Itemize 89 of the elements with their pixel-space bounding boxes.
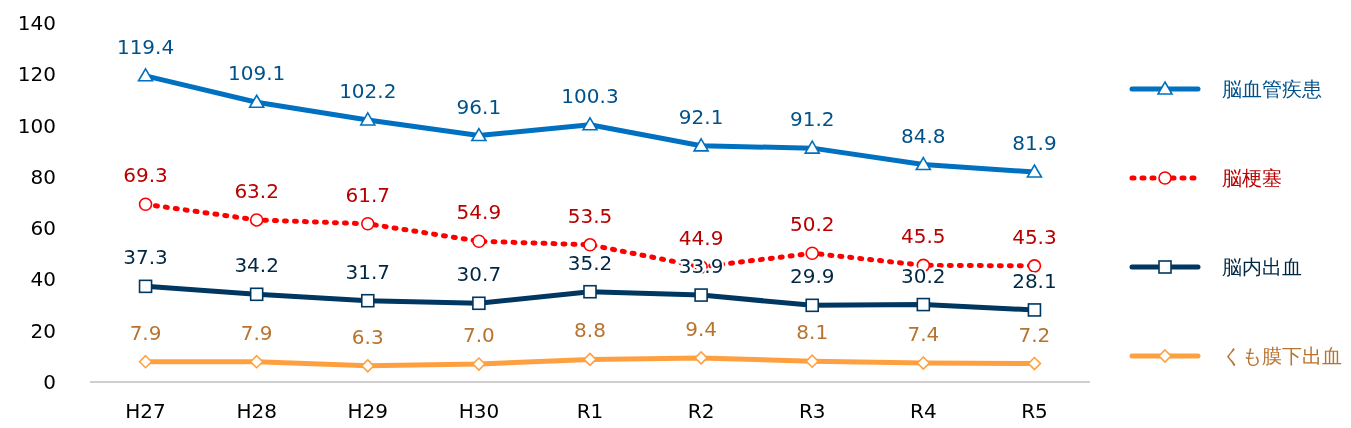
data-label: 35.2 [567,250,613,275]
data-label: 7.4 [907,322,940,347]
data-label: 84.8 [901,123,946,148]
data-label: 6.3 [351,324,384,349]
data-label: 9.4 [685,316,718,341]
data-label: 91.2 [789,107,835,132]
data-label: 100.3 [561,83,619,108]
y-tick-label: 0 [43,370,56,394]
point [916,356,931,370]
point [472,296,486,311]
point [248,94,265,109]
point [583,238,597,252]
point [804,140,821,154]
y-tick-label: 40 [30,267,56,292]
y-tick-label: 20 [30,318,56,343]
data-label: 81.9 [1012,130,1057,155]
point [249,354,264,369]
data-label: 45.3 [1012,224,1057,249]
data-label: 53.5 [567,203,613,228]
point [915,156,932,171]
data-label: 96.1 [456,94,502,119]
data-label: 61.7 [345,182,391,207]
point [360,293,375,308]
point [359,112,376,126]
data-label: 44.9 [678,225,724,250]
point [1027,356,1042,371]
y-tick-label: 140 [17,11,56,35]
point [138,354,153,369]
point [693,138,709,152]
point [472,234,486,249]
x-tick-label: R3 [798,399,826,423]
data-label: 92.1 [678,104,724,129]
data-label: 45.5 [901,224,946,249]
legend-label: くも膜下出血 [1222,344,1342,368]
data-label: 7.9 [240,320,273,345]
data-label: 69.3 [123,163,168,188]
data-label: 7.9 [129,320,162,345]
point [1026,164,1043,178]
point [249,287,264,302]
data-label: 109.1 [228,61,286,86]
x-tick-label: R4 [910,399,937,423]
x-tick-label: R5 [1021,399,1048,423]
x-tick-label: H29 [347,399,389,423]
point [138,279,153,294]
x-tick-label: R2 [687,399,715,423]
data-label: 30.7 [456,262,502,287]
point [1027,303,1042,317]
data-label: 54.9 [456,200,502,225]
data-label: 29.9 [789,264,835,289]
x-tick-label: H28 [236,399,277,423]
y-tick-label: 120 [17,62,56,87]
point [583,352,597,367]
point [249,213,264,227]
point [471,127,487,142]
data-label: 8.1 [796,320,829,345]
data-label: 7.2 [1018,322,1051,347]
data-label: 28.1 [1012,268,1057,293]
point [472,357,486,371]
y-tick-label: 60 [30,216,56,241]
data-label: 8.8 [574,318,606,343]
point [916,297,931,312]
legend-label: 脳血管疾患 [1222,77,1322,101]
x-tick-label: H27 [125,399,166,423]
data-label: 34.2 [234,253,279,278]
data-label: 50.2 [789,212,835,237]
data-label: 63.2 [234,178,279,203]
legend-label: 脳内出血 [1222,255,1302,279]
data-label: 37.3 [123,245,168,270]
y-tick-label: 100 [17,113,56,138]
point [805,354,820,369]
data-label: 102.2 [339,78,397,103]
x-tick-label: H30 [458,399,500,423]
data-label: 30.2 [901,263,946,288]
x-tick-label: R1 [576,399,604,423]
data-label: 31.7 [345,259,391,284]
point [694,288,708,302]
point [805,298,820,313]
point [138,197,153,212]
data-label: 119.4 [116,34,175,59]
point [694,351,708,365]
point [1027,259,1042,273]
point [137,68,154,82]
y-tick-label: 80 [30,164,56,189]
legend-label: 脳梗塞 [1222,166,1282,190]
point [583,284,597,299]
data-label: 7.0 [462,323,495,348]
point [360,216,375,231]
point [805,246,820,261]
point [582,117,598,131]
